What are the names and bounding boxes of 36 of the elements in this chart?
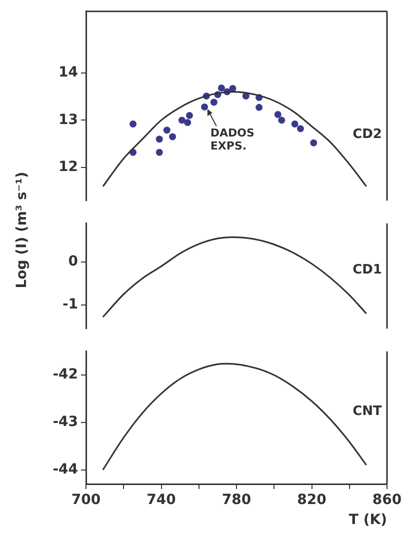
point [156,148,163,156]
y-tick-label: 0 [68,254,78,270]
point [278,116,286,124]
x-tick-label: 860 [372,492,402,508]
y-tick-label: 12 [58,159,78,176]
series-label: CD2 [352,126,382,142]
x-tick-label: 780 [222,492,252,508]
y-tick-label: -1 [62,296,78,313]
point [291,120,298,128]
point [184,119,192,126]
x-tick-label: 700 [71,492,101,508]
annotation: DADOS EXPS. [210,126,255,152]
x-tick-label: 820 [297,492,327,508]
point [186,112,193,119]
x-axis-title: T (K) [348,512,387,528]
point [169,133,176,140]
y-tick-label: -43 [52,414,78,430]
point [296,125,304,132]
point [163,126,170,134]
point [218,84,225,92]
point [256,104,263,111]
series-label: CD1 [352,262,382,278]
y-tick-label: -44 [52,461,78,478]
point [130,120,137,128]
point [201,103,208,110]
x-tick-label: 740 [146,492,176,508]
y-tick-label: 14 [58,64,78,81]
point [210,98,218,106]
point [274,111,282,118]
point [178,116,186,124]
point [156,136,163,143]
series-label: CNT [352,404,382,419]
y-axis-title: Log (I) (m³ s⁻¹) [14,172,30,288]
y-tick-label: 13 [58,112,78,128]
y-tick-label: -42 [52,366,78,383]
point [310,139,318,146]
